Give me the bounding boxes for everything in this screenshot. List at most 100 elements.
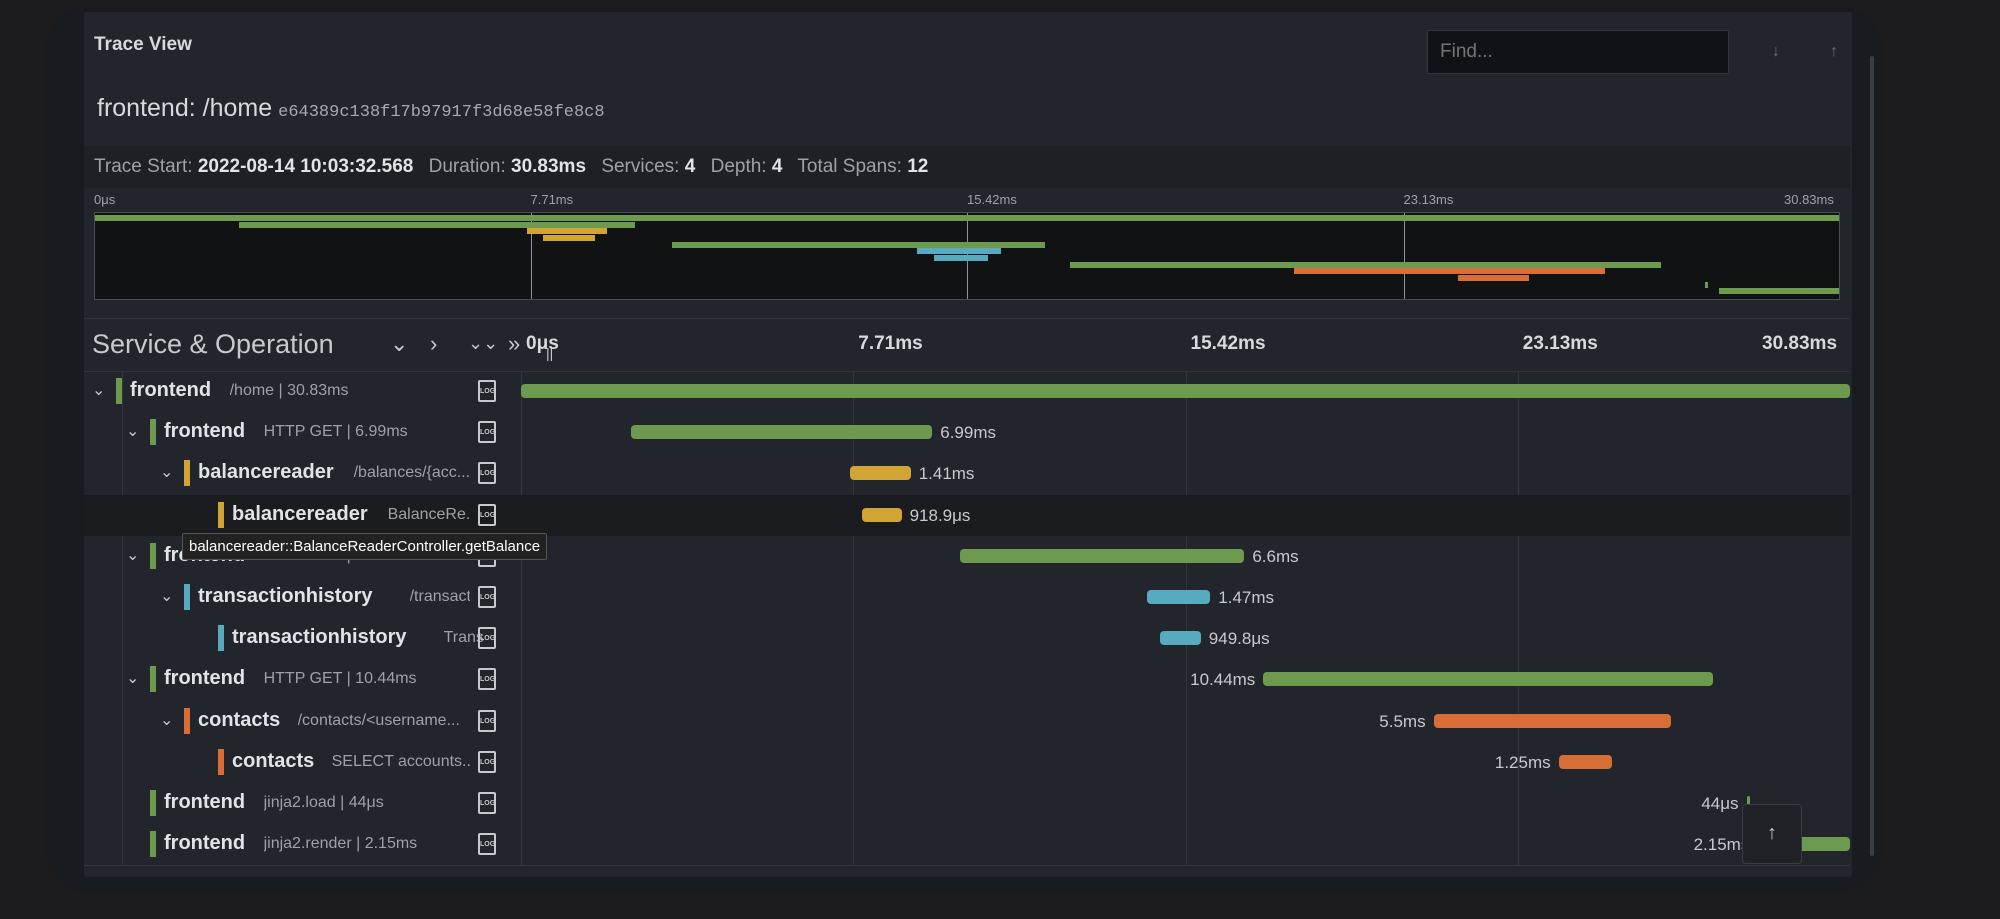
span-row[interactable]: ⌄ frontend HTTP GET | 6.99ms LOG 6.99ms xyxy=(84,412,1850,453)
span-service-name: frontend xyxy=(164,791,246,813)
span-service-name: balancereader xyxy=(198,461,334,484)
span-duration-label: 1.25ms xyxy=(1494,752,1551,772)
log-icon[interactable]: LOG xyxy=(478,380,496,402)
span-bar[interactable] xyxy=(1159,631,1201,646)
service-color-indicator xyxy=(218,501,224,528)
log-icon[interactable]: LOG xyxy=(478,750,496,773)
divider xyxy=(84,865,1850,866)
minimap-span xyxy=(671,241,1046,248)
span-bar[interactable] xyxy=(521,384,1850,398)
span-service-name: balancereader xyxy=(232,502,368,525)
span-duration-label: 5.5ms xyxy=(1379,711,1426,731)
timeline-tick-label: 15.42ms xyxy=(1190,333,1266,354)
span-row[interactable]: balancereader BalanceRe... LOG 918.9μs xyxy=(84,494,1850,536)
span-bar[interactable] xyxy=(1433,713,1671,728)
chevron-down-icon[interactable]: ⌄ xyxy=(160,464,174,482)
span-row[interactable]: contacts SELECT accounts... LOG 1.25ms xyxy=(84,742,1850,783)
collapse-all-icon[interactable]: ⌄⌄ xyxy=(468,333,499,353)
trace-name: frontend: /home xyxy=(97,94,273,122)
service-color-indicator xyxy=(184,707,190,734)
log-icon[interactable]: LOG xyxy=(478,586,496,608)
chevron-down-icon[interactable]: ⌄ xyxy=(126,546,140,564)
expand-one-icon[interactable]: › xyxy=(430,331,438,356)
chevron-down-icon[interactable]: ⌄ xyxy=(126,670,140,688)
log-icon[interactable]: LOG xyxy=(478,503,496,526)
timeline-tick-label: 23.13ms xyxy=(1522,333,1598,354)
minimap-tick-label: 15.42ms xyxy=(967,192,1017,207)
column-resizer-icon[interactable]: || xyxy=(546,345,554,361)
span-operation-name: /balances/{acc... xyxy=(353,464,470,482)
span-row[interactable]: frontend jinja2.load | 44μs LOG 44μs xyxy=(84,783,1850,824)
span-service-name: frontend xyxy=(164,667,246,690)
log-icon[interactable]: LOG xyxy=(478,668,496,691)
scrollbar[interactable] xyxy=(1870,56,1874,856)
span-bar[interactable] xyxy=(1263,672,1714,687)
log-icon[interactable]: LOG xyxy=(478,462,496,485)
arrow-up-icon: ↑ xyxy=(1767,822,1777,844)
chevron-down-icon[interactable]: ⌄ xyxy=(160,711,174,729)
span-service-name: frontend xyxy=(164,832,246,855)
service-color-indicator xyxy=(150,666,156,693)
scroll-to-top-button[interactable]: ↑ xyxy=(1742,804,1802,864)
chevron-down-icon[interactable]: ⌄ xyxy=(126,423,140,441)
span-operation-name: BalanceRe... xyxy=(387,505,470,523)
timeline-header: Service & Operation ⌄ › ⌄⌄ » || 0μs 7.71m… xyxy=(84,318,1850,372)
minimap-span xyxy=(1719,288,1839,295)
trace-minimap[interactable]: 0μs 7.71ms 15.42ms 23.13ms 30.83ms xyxy=(84,190,1850,310)
depth-value: 4 xyxy=(771,156,783,177)
trace-title: frontend: /home e64389c138f17b97917f3d68e… xyxy=(97,94,605,123)
duration-value: 30.83ms xyxy=(511,156,587,177)
span-operation-name: Trans... xyxy=(443,629,484,647)
span-duration-label: 1.47ms xyxy=(1218,588,1275,607)
span-row[interactable]: frontend jinja2.render | 2.15ms LOG 2.15ms xyxy=(84,824,1850,865)
chevron-down-icon[interactable]: ⌄ xyxy=(92,382,106,399)
stat-label: Total Spans: xyxy=(797,156,902,177)
trace-view-panel: Trace View ↓ ↑ frontend: /home e64389c138… xyxy=(84,12,1852,877)
minimap-span xyxy=(1705,281,1708,288)
timeline-gridline xyxy=(1185,371,1187,865)
expand-all-icon[interactable]: » xyxy=(508,331,521,356)
minimap-ticks: 0μs 7.71ms 15.42ms 23.13ms 30.83ms xyxy=(84,190,1850,210)
find-next-button[interactable]: ↓ xyxy=(1748,30,1804,74)
span-duration-label: 6.6ms xyxy=(1252,546,1299,566)
span-bar[interactable] xyxy=(1746,796,1750,810)
span-row[interactable]: ⌄ frontend/home | 30.83ms LOG xyxy=(84,371,1850,412)
span-operation-name: SELECT accounts... xyxy=(331,752,470,770)
span-operation-name: jinja2.load | 44μs xyxy=(263,794,384,811)
span-duration-label: 2.15ms xyxy=(1693,835,1750,855)
span-bar[interactable] xyxy=(1146,590,1211,604)
span-bar[interactable] xyxy=(959,548,1245,563)
stat-label: Services: xyxy=(601,156,680,177)
timeline-gridline xyxy=(1517,371,1519,865)
find-input[interactable] xyxy=(1427,30,1729,74)
span-row[interactable]: ⌄ balancereader/balances/{acc... LOG 1.41ms xyxy=(84,453,1850,494)
service-color-indicator xyxy=(150,790,156,816)
span-row[interactable]: ⌄ transactionhistory/transacti... LOG 1.47m… xyxy=(84,577,1850,618)
log-icon[interactable]: LOG xyxy=(478,421,496,444)
minimap-tick-label: 23.13ms xyxy=(1403,192,1454,207)
span-row[interactable]: ⌄ contacts/contacts/<username... LOG 5.5ms xyxy=(84,701,1850,742)
arrow-up-icon: ↑ xyxy=(1830,43,1838,60)
collapse-one-icon[interactable]: ⌄ xyxy=(390,331,409,356)
service-color-indicator xyxy=(150,419,156,446)
span-operation-name: HTTP GET | 10.44ms xyxy=(263,670,417,688)
span-operation-name: jinja2.render | 2.15ms xyxy=(263,835,418,853)
span-bar[interactable] xyxy=(630,425,933,440)
find-prev-button[interactable]: ↑ xyxy=(1806,30,1862,74)
span-row[interactable]: ⌄ frontend HTTP GET | 10.44ms LOG 10.44ms xyxy=(84,659,1850,700)
span-service-name: transactionhistory xyxy=(232,626,407,649)
log-icon[interactable]: LOG xyxy=(478,709,496,732)
span-bar[interactable] xyxy=(1558,754,1613,769)
minimap-tick-label: 0μs xyxy=(94,192,116,207)
services-value: 4 xyxy=(684,156,696,177)
log-icon[interactable]: LOG xyxy=(478,833,496,856)
span-bar[interactable] xyxy=(849,466,911,481)
log-icon[interactable]: LOG xyxy=(478,627,496,650)
minimap-span xyxy=(542,235,595,241)
stat-label: Depth: xyxy=(710,156,767,177)
span-row[interactable]: transactionhistory Trans...LOG 949.8μs xyxy=(84,618,1850,659)
minimap-canvas[interactable] xyxy=(94,212,1840,300)
chevron-down-icon[interactable]: ⌄ xyxy=(160,588,174,605)
log-icon[interactable]: LOG xyxy=(478,792,496,814)
span-bar[interactable] xyxy=(861,507,902,522)
